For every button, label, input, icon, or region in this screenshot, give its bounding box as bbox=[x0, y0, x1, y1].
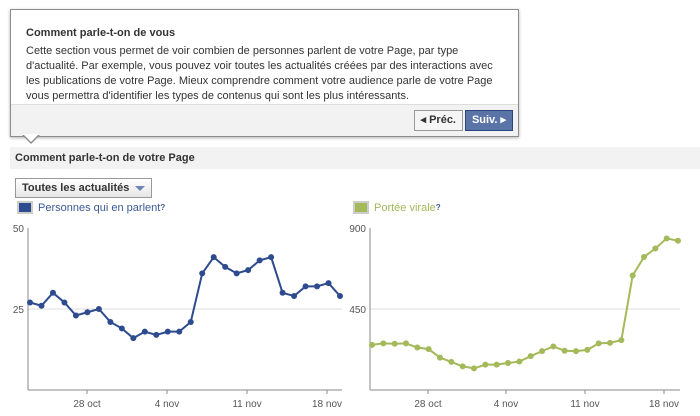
y-tick-label: 25 bbox=[13, 305, 25, 316]
data-point bbox=[425, 346, 432, 353]
data-point bbox=[675, 237, 681, 244]
x-tick-label: 18 nov bbox=[649, 399, 679, 410]
legend-left[interactable]: Personnes qui en parlent? bbox=[17, 201, 165, 214]
data-point bbox=[49, 289, 56, 296]
legend-right[interactable]: Portée virale? bbox=[353, 201, 441, 214]
data-point bbox=[72, 312, 79, 319]
x-tick-label: 28 oct bbox=[414, 399, 441, 410]
legend-swatch bbox=[17, 201, 33, 214]
x-tick-label: 11 nov bbox=[232, 399, 261, 410]
data-point bbox=[176, 328, 183, 335]
popup-title: Comment parle-t-on de vous bbox=[26, 27, 176, 39]
data-point bbox=[380, 340, 387, 347]
series-line bbox=[29, 255, 341, 340]
data-point bbox=[302, 283, 309, 290]
data-point bbox=[187, 318, 194, 325]
y-tick-label: 900 bbox=[349, 224, 366, 235]
data-point bbox=[222, 263, 229, 270]
data-point bbox=[164, 328, 171, 335]
x-tick-label: 11 nov bbox=[570, 399, 599, 410]
data-point bbox=[437, 354, 443, 361]
x-tick-label: 18 nov bbox=[312, 399, 342, 410]
data-point bbox=[629, 272, 636, 279]
help-icon[interactable]: ? bbox=[160, 203, 166, 212]
x-tick-label: 4 nov bbox=[155, 399, 179, 410]
data-point bbox=[573, 348, 579, 355]
data-point bbox=[550, 343, 557, 350]
data-point bbox=[61, 299, 68, 306]
data-point bbox=[448, 358, 455, 365]
filter-label: Toutes les actualités bbox=[22, 182, 130, 194]
data-point bbox=[369, 341, 375, 348]
data-point bbox=[268, 254, 275, 261]
data-point bbox=[279, 289, 286, 296]
y-tick-label: 450 bbox=[349, 305, 366, 316]
data-point bbox=[459, 363, 466, 370]
next-button[interactable]: Suiv. ▸ bbox=[464, 110, 513, 131]
popup-pointer bbox=[22, 134, 40, 144]
data-point bbox=[516, 358, 523, 365]
data-point bbox=[584, 346, 591, 353]
section-title: Comment parle-t-on de votre Page bbox=[10, 147, 700, 169]
legend-label: Portée virale bbox=[374, 201, 436, 214]
data-point bbox=[199, 270, 206, 277]
data-point bbox=[325, 280, 332, 287]
chart-0: 50 25 28 oct 4 nov 11 nov 18 nov bbox=[13, 224, 343, 410]
data-point bbox=[130, 335, 137, 342]
data-point bbox=[153, 331, 160, 338]
data-point bbox=[38, 302, 45, 309]
data-point bbox=[505, 360, 511, 366]
data-point bbox=[337, 293, 343, 300]
x-tick-label: 4 nov bbox=[494, 399, 518, 410]
data-point bbox=[663, 235, 670, 242]
prev-button[interactable]: ◂ Préc. bbox=[413, 110, 463, 131]
data-point bbox=[527, 353, 534, 360]
chevron-down-icon bbox=[135, 185, 146, 191]
data-point bbox=[27, 299, 33, 306]
help-popup: Comment parle-t-on de vous Cette section… bbox=[10, 9, 519, 137]
legend-label: Personnes qui en parlent bbox=[38, 201, 161, 214]
data-point bbox=[561, 347, 568, 354]
legend-swatch bbox=[353, 201, 369, 214]
data-point bbox=[95, 306, 102, 312]
x-tick-label: 28 oct bbox=[73, 399, 100, 410]
data-point bbox=[107, 318, 114, 325]
data-point bbox=[256, 257, 263, 264]
filter-dropdown[interactable]: Toutes les actualités bbox=[15, 178, 153, 198]
data-point bbox=[652, 245, 659, 252]
data-point bbox=[84, 309, 91, 316]
data-point bbox=[493, 361, 500, 368]
help-icon[interactable]: ? bbox=[435, 203, 441, 212]
chart-1: 900 450 28 oct 4 nov 11 nov 18 nov bbox=[349, 224, 681, 410]
data-point bbox=[607, 339, 613, 346]
data-point bbox=[118, 325, 125, 332]
data-point bbox=[618, 337, 625, 344]
data-point bbox=[403, 340, 409, 347]
data-point bbox=[641, 253, 647, 260]
data-point bbox=[141, 328, 148, 335]
data-point bbox=[539, 348, 545, 355]
data-point bbox=[471, 365, 477, 372]
data-point bbox=[482, 361, 489, 368]
data-point bbox=[233, 270, 240, 277]
popup-footer: ◂ Préc. Suiv. ▸ bbox=[11, 104, 518, 136]
data-point bbox=[210, 254, 217, 261]
data-point bbox=[245, 267, 252, 274]
data-point bbox=[391, 340, 398, 347]
data-point bbox=[314, 283, 321, 290]
series-line bbox=[371, 237, 679, 370]
y-tick-label: 50 bbox=[13, 224, 25, 235]
data-point bbox=[595, 340, 602, 347]
popup-body: Cette section vous permet de voir combie… bbox=[26, 45, 493, 102]
data-point bbox=[291, 293, 298, 300]
data-point bbox=[414, 344, 421, 351]
